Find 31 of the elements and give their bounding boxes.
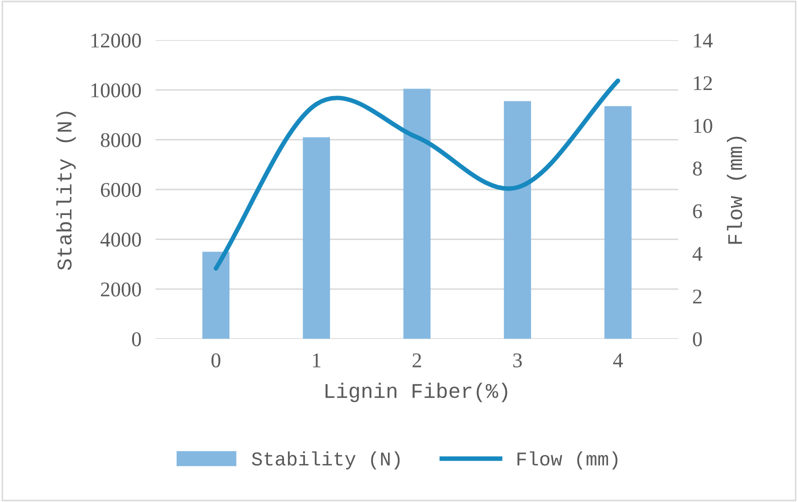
bar bbox=[202, 252, 230, 339]
y2-tick-label: 6 bbox=[693, 204, 702, 218]
x-tick-label: 4 bbox=[613, 353, 623, 368]
y2-tick-label: 0 bbox=[692, 332, 702, 346]
legend-label: Flow (mm) bbox=[518, 451, 618, 470]
x-tick-label: 0 bbox=[212, 353, 220, 368]
x-axis-title: Lignin Fiber(%) bbox=[326, 382, 508, 402]
x-tick-label: 1 bbox=[313, 353, 320, 368]
y-axis-title: Stability (N) bbox=[56, 112, 76, 270]
y2-tick-label: 8 bbox=[692, 162, 702, 176]
y-tick-label: 0 bbox=[132, 332, 141, 346]
x-tick-label: 2 bbox=[412, 353, 422, 368]
y-tick-label: 8000 bbox=[100, 133, 141, 148]
y-tick-label: 10000 bbox=[91, 83, 141, 98]
y-tick-label: 4000 bbox=[100, 232, 141, 247]
y2-tick-label: 4 bbox=[692, 247, 702, 261]
line-series bbox=[214, 78, 620, 271]
x-tick-label: 3 bbox=[513, 353, 522, 368]
y-tick-label: 6000 bbox=[100, 182, 141, 197]
legend-label: Stability (N) bbox=[252, 451, 400, 470]
y-tick-label: 12000 bbox=[91, 34, 141, 48]
y2-tick-label: 2 bbox=[693, 290, 702, 304]
y2-axis-title: Flow (mm) bbox=[726, 136, 746, 244]
y2-tick-label: 12 bbox=[694, 76, 712, 90]
bar bbox=[302, 137, 330, 339]
y2-tick-label: 14 bbox=[694, 34, 713, 48]
bar bbox=[604, 106, 632, 339]
bar bbox=[504, 101, 532, 339]
y-tick-label: 2000 bbox=[100, 282, 141, 296]
bar bbox=[403, 88, 431, 339]
y2-tick-label: 10 bbox=[694, 118, 712, 133]
